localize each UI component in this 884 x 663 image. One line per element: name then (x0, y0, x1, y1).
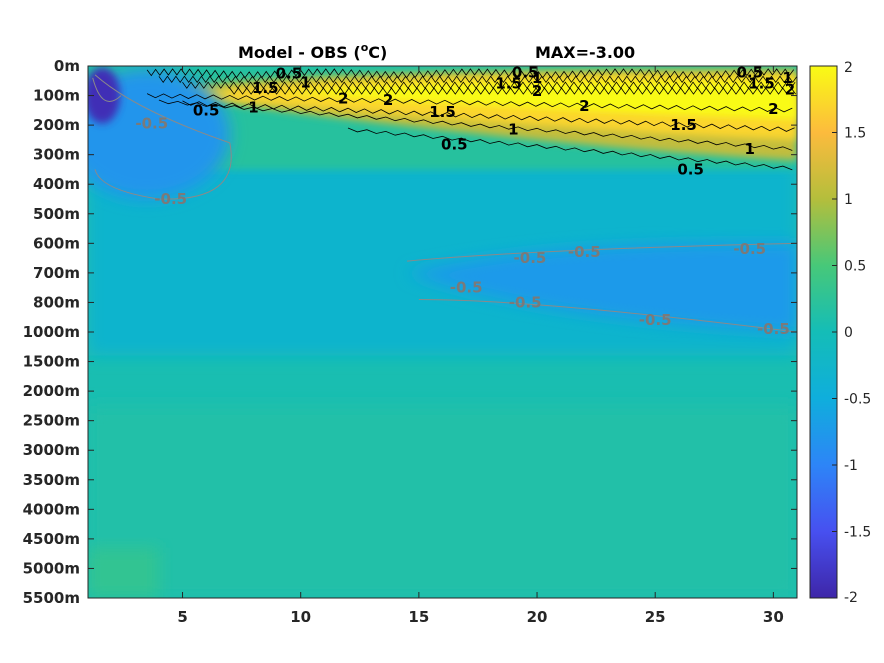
contour-label: 2 (579, 97, 589, 115)
contour-label: -0.5 (568, 243, 601, 261)
contour-label: 2 (338, 90, 348, 108)
max-value-label: MAX=-3.00 (535, 43, 635, 62)
colorbar: 2 1.5 1 0.5 0 -0.5 -1 -1.5 -2 (809, 60, 871, 606)
contour-label: 2 (785, 81, 795, 99)
contour-label: 1 (300, 73, 310, 91)
x-tick-label: 15 (408, 608, 429, 626)
contour-label: 1.5 (429, 103, 456, 121)
y-tick-label: 800m (33, 293, 80, 311)
colorbar-tick-label: 1 (844, 192, 853, 208)
contour-label: 2 (532, 82, 542, 100)
y-tick-label: 300m (33, 146, 80, 164)
x-tick-label: 20 (527, 608, 548, 626)
contour-label: 0.5 (512, 64, 539, 82)
contour-label: 0.5 (276, 64, 303, 82)
contour-line-positive (182, 100, 795, 132)
contour-line-negative (92, 77, 122, 102)
y-tick-label: 1000m (23, 323, 80, 341)
contour-label: 0.5 (736, 64, 763, 82)
colorbar-tick-label: -0.5 (844, 392, 871, 408)
y-tick-label: 3500m (23, 471, 80, 489)
contour-label: 1 (508, 121, 518, 139)
cold-upper-left (88, 68, 230, 199)
contour-line-negative (407, 242, 797, 262)
y-tick-label: 700m (33, 264, 80, 282)
contour-label: 1.5 (252, 79, 279, 97)
x-tick-label: 30 (763, 608, 784, 626)
contour-line-negative (418, 298, 797, 333)
contour-line-positive (158, 75, 797, 83)
colorbar-tick-label: -1.5 (844, 525, 871, 541)
deep-left-warm-patch (88, 547, 159, 598)
y-tick-label: 0m (54, 57, 80, 75)
contour-label: 1.5 (748, 75, 775, 93)
x-axis: 5 10 15 20 25 30 (177, 66, 784, 626)
y-tick-label: 4000m (23, 500, 80, 518)
contour-label: 1 (532, 69, 542, 87)
y-tick-label: 100m (33, 87, 80, 105)
colorbar-tick-label: 0.5 (844, 259, 866, 275)
y-tick-label: 600m (33, 234, 80, 252)
contour-line-positive (182, 81, 796, 89)
y-tick-label: 2000m (23, 382, 80, 400)
colorbar-tick-label: -2 (844, 590, 858, 606)
contour-label: -0.5 (135, 115, 168, 133)
y-tick-label: 2500m (23, 412, 80, 430)
contour-label: -0.5 (509, 293, 542, 311)
y-tick-label: 4500m (23, 530, 80, 548)
y-tick-label: 400m (33, 175, 80, 193)
colorbar-tick-label: -1 (844, 458, 858, 474)
y-tick-label: 5000m (23, 559, 80, 577)
contour-lines (92, 68, 797, 333)
contour-label: 1.5 (495, 75, 522, 93)
y-tick-label: 3000m (23, 441, 80, 459)
heatmap-field (88, 66, 797, 598)
contour-label: -0.5 (450, 279, 483, 297)
colorbar-tick-label: 1.5 (844, 126, 866, 142)
contour-label: 2 (383, 91, 393, 109)
x-tick-label: 10 (290, 608, 311, 626)
y-tick-label: 500m (33, 205, 80, 223)
contour-label: -0.5 (639, 311, 672, 329)
cold-core-top-left (88, 67, 121, 124)
x-tick-label: 5 (177, 608, 187, 626)
contour-label: -0.5 (757, 320, 790, 338)
contour-line-positive (146, 68, 795, 79)
y-tick-label: 200m (33, 116, 80, 134)
y-tick-label: 1500m (23, 353, 80, 371)
contour-label: 1.5 (670, 116, 697, 134)
cold-intermediate-right (407, 243, 797, 332)
contour-labels: 0.5 0.5 0.51 1 11.5 1.5 1.52 20.5 1 2 21.5 2 21 1.510… (135, 64, 795, 339)
contour-label: -0.5 (733, 240, 766, 258)
colorbar-tick-label: 0 (844, 325, 853, 341)
y-tick-label: 5500m (23, 589, 80, 607)
contour-line-positive (158, 99, 793, 151)
contour-label: 1 (782, 69, 792, 87)
contour-label: 0.5 (193, 101, 220, 119)
contour-line-positive (347, 127, 793, 171)
contour-label: 1 (745, 140, 755, 158)
contour-label: 2 (768, 100, 778, 118)
contour-label: 0.5 (677, 160, 704, 178)
contour-line-positive (146, 93, 793, 113)
contour-label: 0.5 (441, 135, 468, 153)
contour-label: -0.5 (154, 190, 187, 208)
x-tick-label: 25 (645, 608, 666, 626)
contour-line-negative (94, 74, 232, 200)
contour-label: -0.5 (514, 249, 547, 267)
y-axis: 0m 100m 200m 300m 400m 500m 600m 700m 800m 1000m 1… (23, 57, 797, 607)
deep-ocean (88, 405, 797, 598)
contour-line-positive (229, 87, 796, 95)
colorbar-tick-label: 2 (844, 60, 853, 76)
contour-label: 1 (248, 98, 258, 116)
chart-title: Model - OBS (oC) (238, 41, 387, 62)
